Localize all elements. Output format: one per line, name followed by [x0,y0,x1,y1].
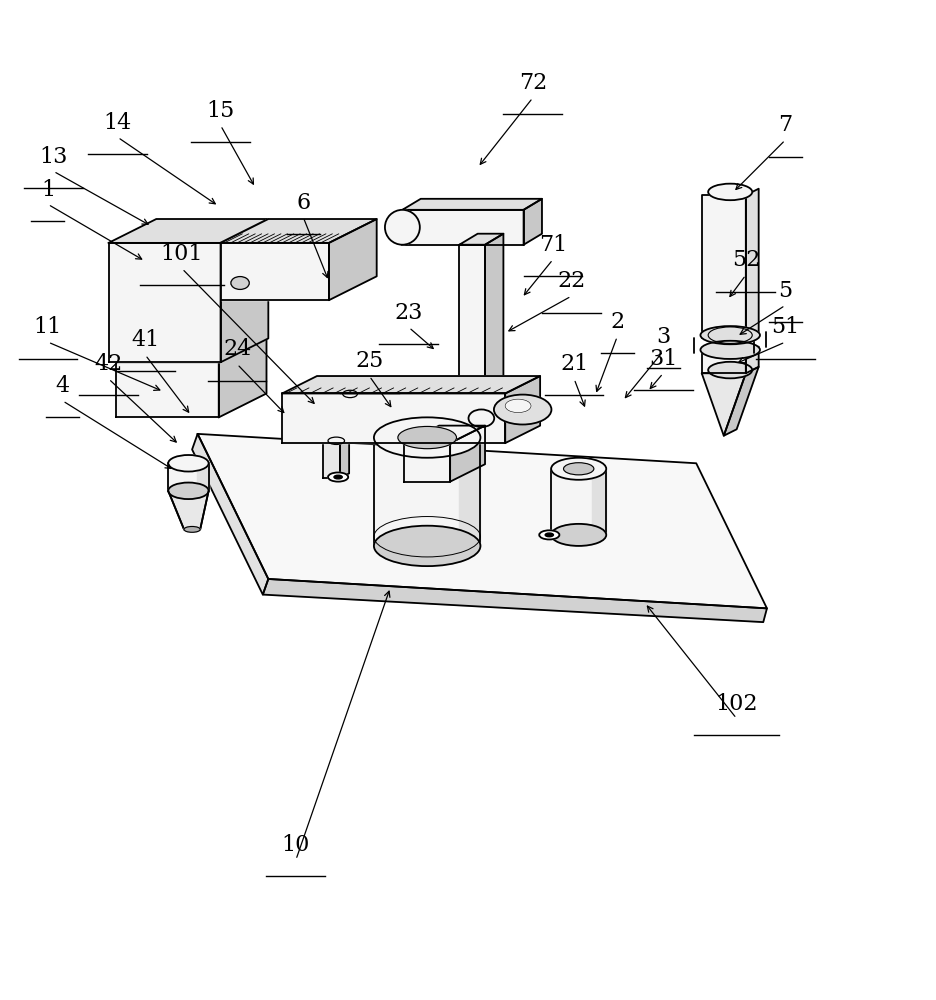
Text: 101: 101 [161,243,203,265]
Text: 13: 13 [39,146,67,168]
Ellipse shape [328,472,348,482]
Polygon shape [338,392,361,396]
Polygon shape [353,392,361,422]
Polygon shape [116,362,218,417]
Ellipse shape [468,409,493,427]
Polygon shape [701,195,745,338]
Polygon shape [218,338,266,417]
Text: 14: 14 [104,112,132,134]
Ellipse shape [168,483,209,499]
Polygon shape [109,243,220,362]
Text: 5: 5 [778,280,792,302]
Ellipse shape [708,327,752,343]
Polygon shape [459,438,480,546]
Text: 72: 72 [519,72,547,94]
Ellipse shape [373,526,480,566]
Polygon shape [220,219,268,362]
Text: 25: 25 [355,350,383,372]
Text: 42: 42 [95,353,123,375]
Polygon shape [701,353,745,373]
Ellipse shape [550,524,606,546]
Polygon shape [116,338,266,362]
Ellipse shape [168,455,209,472]
Polygon shape [592,469,606,535]
Ellipse shape [563,463,593,475]
Polygon shape [197,434,766,608]
Polygon shape [403,443,449,482]
Polygon shape [282,376,539,393]
Ellipse shape [328,437,344,444]
Polygon shape [505,376,539,443]
Ellipse shape [398,426,456,449]
Text: 24: 24 [223,338,251,360]
Ellipse shape [343,390,357,398]
Ellipse shape [538,530,559,539]
Polygon shape [745,347,758,373]
Polygon shape [723,367,758,436]
Ellipse shape [505,399,531,413]
Ellipse shape [700,326,759,344]
Polygon shape [197,463,209,491]
Text: 52: 52 [731,249,759,271]
Polygon shape [402,210,523,245]
Ellipse shape [373,417,480,458]
Text: 21: 21 [560,353,588,375]
Text: 1: 1 [41,179,55,201]
Text: 7: 7 [778,114,792,136]
Polygon shape [220,219,376,243]
Polygon shape [459,245,485,424]
Text: 3: 3 [655,326,669,348]
Polygon shape [459,234,503,245]
Polygon shape [168,463,209,491]
Text: 41: 41 [131,329,159,351]
Polygon shape [323,443,340,478]
Polygon shape [192,434,268,595]
Ellipse shape [385,210,419,245]
Polygon shape [323,438,349,443]
Ellipse shape [183,526,200,532]
Ellipse shape [545,533,553,537]
Polygon shape [340,438,349,478]
Ellipse shape [550,458,606,480]
Text: 102: 102 [714,693,757,715]
Ellipse shape [333,475,342,479]
Polygon shape [329,219,376,300]
Ellipse shape [708,184,752,200]
Polygon shape [550,469,606,535]
Polygon shape [485,234,503,424]
Polygon shape [403,426,485,443]
Text: 71: 71 [538,234,566,256]
Polygon shape [523,199,541,245]
Polygon shape [109,219,268,243]
Text: 4: 4 [55,375,69,397]
Text: 2: 2 [609,311,623,333]
Text: 6: 6 [296,192,310,214]
Polygon shape [282,393,505,443]
Ellipse shape [708,362,752,378]
Text: 23: 23 [394,302,422,324]
Ellipse shape [230,277,249,289]
Text: 11: 11 [34,316,62,338]
Polygon shape [338,396,353,422]
Polygon shape [168,491,209,529]
Polygon shape [701,373,745,436]
Ellipse shape [700,341,759,359]
Text: 22: 22 [557,270,585,292]
Polygon shape [220,243,329,300]
Text: 31: 31 [649,348,677,370]
Polygon shape [373,438,480,546]
Polygon shape [449,426,485,482]
Text: 10: 10 [282,834,310,856]
Polygon shape [402,199,541,210]
Polygon shape [262,579,766,622]
Ellipse shape [493,395,551,425]
Text: 15: 15 [206,100,234,122]
Polygon shape [745,189,758,338]
Text: 51: 51 [770,316,798,338]
